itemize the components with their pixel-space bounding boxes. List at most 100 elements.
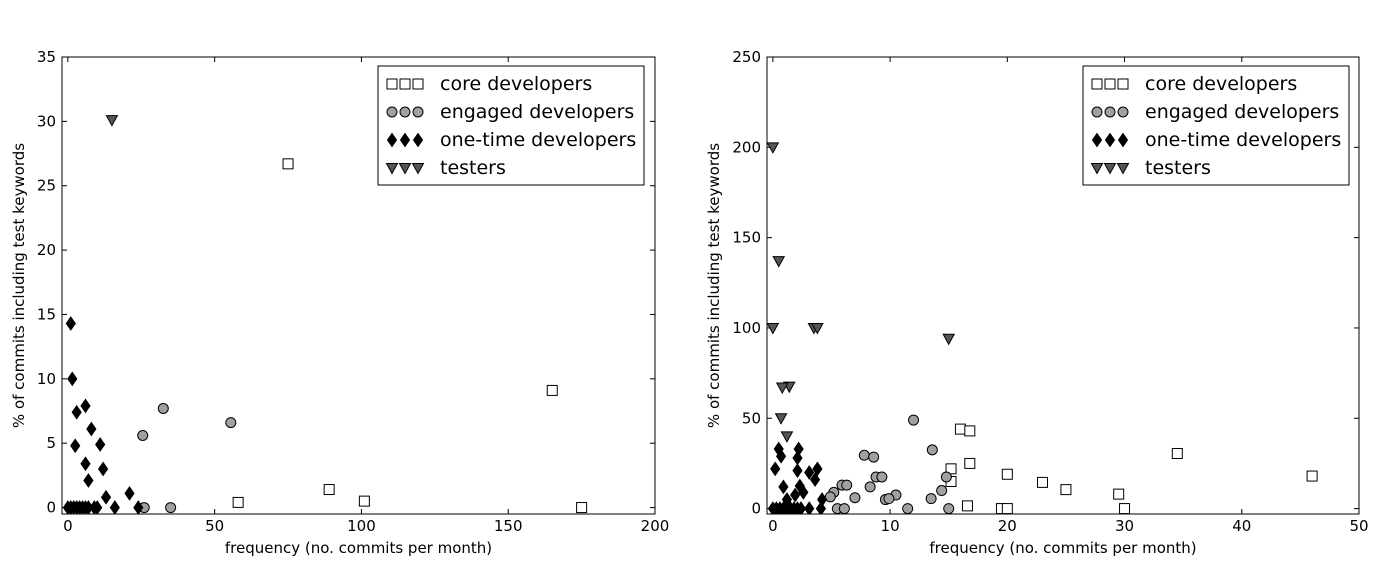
y-tick-label: 15 xyxy=(37,305,56,323)
series-diamond xyxy=(767,441,828,514)
data-point xyxy=(943,503,955,514)
data-point xyxy=(358,495,370,507)
legend-marker xyxy=(399,106,411,118)
x-tick-label: 30 xyxy=(1115,517,1134,535)
data-point xyxy=(1119,503,1131,514)
data-point xyxy=(772,256,786,268)
data-point xyxy=(165,502,177,514)
legend-label: core developers xyxy=(1145,73,1297,95)
data-point xyxy=(95,437,106,452)
legend-marker xyxy=(386,106,398,118)
data-point xyxy=(858,449,870,461)
y-tick-label: 100 xyxy=(732,319,761,337)
x-tick-label: 50 xyxy=(1349,517,1368,535)
data-point xyxy=(795,501,807,514)
y-tick-label: 0 xyxy=(46,499,56,517)
legend-marker xyxy=(399,132,411,148)
data-point xyxy=(282,158,294,170)
data-point xyxy=(942,333,956,346)
x-tick-label: 100 xyxy=(347,517,376,535)
data-point xyxy=(824,491,836,503)
x-tick-label: 0 xyxy=(768,517,778,535)
y-tick-label: 25 xyxy=(37,177,56,195)
data-point xyxy=(838,503,850,514)
legend-label: one-time developers xyxy=(1145,129,1341,151)
y-tick-label: 50 xyxy=(742,409,761,427)
data-point xyxy=(80,398,91,414)
legend-marker xyxy=(1116,163,1130,175)
legend-marker xyxy=(1117,78,1129,90)
legend-marker xyxy=(398,163,412,175)
series-circle xyxy=(824,414,955,514)
y-tick-label: 0 xyxy=(751,500,761,518)
x-tick-label: 10 xyxy=(881,517,900,535)
y-axis-label: % of commits including test keywords xyxy=(10,143,28,428)
data-point xyxy=(1036,476,1048,488)
data-point xyxy=(1113,488,1125,500)
legend: core developers engaged developers one-tim… xyxy=(377,65,645,186)
data-point xyxy=(908,414,920,426)
y-tick-label: 250 xyxy=(732,48,761,66)
data-point xyxy=(1001,503,1013,514)
plot-frame xyxy=(766,56,1360,515)
data-point xyxy=(945,463,957,475)
data-point xyxy=(1171,447,1183,459)
data-point xyxy=(964,425,976,437)
data-point xyxy=(793,441,804,457)
data-point xyxy=(864,481,876,493)
legend-marker xyxy=(1104,78,1116,90)
data-point xyxy=(157,402,169,414)
data-point xyxy=(954,423,966,435)
legend-marker xyxy=(412,78,424,90)
legend-marker xyxy=(1091,132,1103,148)
data-point xyxy=(812,461,823,477)
data-point xyxy=(809,472,821,488)
x-tick-label: 20 xyxy=(998,517,1017,535)
data-point xyxy=(964,457,976,469)
series-triangle-down xyxy=(105,115,119,127)
legend-marker xyxy=(1117,132,1129,148)
data-point xyxy=(868,451,880,463)
data-point xyxy=(774,413,788,425)
x-tick-label: 50 xyxy=(205,517,224,535)
y-tick-label: 30 xyxy=(37,112,56,130)
legend-marker xyxy=(412,106,424,118)
legend-marker xyxy=(399,78,411,90)
y-tick-label: 150 xyxy=(732,229,761,247)
data-point xyxy=(770,461,781,477)
legend-marker xyxy=(1117,106,1129,118)
data-point xyxy=(961,500,973,512)
series-diamond xyxy=(62,316,144,514)
legend-marker xyxy=(1104,106,1116,118)
data-point xyxy=(804,501,815,514)
data-point xyxy=(775,382,789,395)
legend-marker xyxy=(412,132,424,148)
data-point xyxy=(804,465,815,480)
data-point xyxy=(546,384,558,396)
y-axis-label: % of commits including test keywords xyxy=(705,143,723,428)
data-point xyxy=(902,503,914,514)
data-point xyxy=(849,492,861,504)
data-point xyxy=(83,473,94,488)
data-point xyxy=(124,486,135,501)
y-tick-label: 20 xyxy=(37,241,56,259)
data-point xyxy=(323,484,335,496)
data-points xyxy=(767,142,1318,514)
left-scatter-panel: 0 50 100 150 200 0 5 10 15 20 25 30 35 frequency (no.… xyxy=(10,48,669,557)
data-point xyxy=(778,479,789,495)
data-point xyxy=(780,431,794,443)
data-point xyxy=(65,316,76,331)
legend-label: engaged developers xyxy=(1145,101,1339,123)
data-point xyxy=(71,404,82,420)
plot-frame xyxy=(61,56,656,515)
legend-label: one-time developers xyxy=(440,129,636,151)
data-point xyxy=(798,484,809,500)
data-point xyxy=(767,322,780,335)
legend-label: core developers xyxy=(440,73,592,95)
y-tick-label: 200 xyxy=(732,138,761,156)
data-point xyxy=(925,493,937,505)
data-point xyxy=(109,500,120,514)
y-tick-label: 10 xyxy=(37,370,56,388)
data-point xyxy=(1060,484,1072,496)
